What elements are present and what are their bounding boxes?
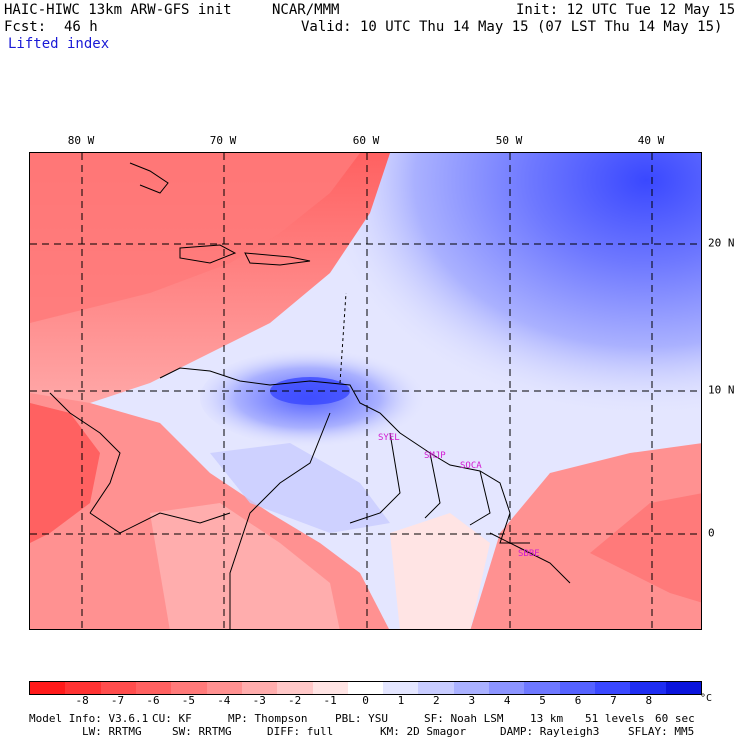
forecast-hour: 46 h	[64, 19, 98, 35]
lon-label-80w: 80 W	[67, 134, 95, 147]
color-scale-tick-label: -3	[252, 694, 266, 707]
station-label: SMJP	[424, 451, 446, 461]
coastlines	[49, 162, 571, 629]
lon-label-50w: 50 W	[495, 134, 523, 147]
info-diffusion: DIFF: full	[267, 725, 334, 738]
lon-label-40w: 40 W	[637, 134, 665, 147]
color-swatch	[312, 682, 348, 694]
unstable-southeast-region	[470, 443, 701, 629]
color-scale-tick-label: -1	[323, 694, 337, 707]
info-timestep: 60 sec	[655, 712, 695, 725]
color-scale-tick-label: -2	[288, 694, 302, 707]
info-km: KM: 2D Smagor	[380, 725, 467, 738]
info-version: Model Info: V3.6.1	[29, 712, 149, 725]
color-swatch	[630, 682, 666, 694]
color-swatch	[171, 682, 207, 694]
color-scale-tick-label: 2	[433, 694, 440, 707]
lat-label-0: 0	[708, 526, 715, 540]
color-scale-tick-label: 6	[574, 694, 582, 707]
color-scale-tick-label: -5	[181, 694, 196, 707]
field-name: Lifted index	[8, 36, 110, 52]
color-scale-tick-label: 4	[503, 694, 511, 707]
color-swatch	[347, 682, 384, 694]
color-swatch	[30, 682, 66, 694]
color-swatch	[206, 682, 242, 694]
institution-label: NCAR/MMM	[272, 2, 340, 18]
lon-label-60w: 60 W	[352, 134, 380, 147]
model-title: HAIC-HIWC 13km ARW-GFS init	[4, 2, 232, 18]
info-surface: SF: Noah LSM	[424, 712, 504, 725]
lifted-index-map: SYEL SMJP SOCA SBBE	[29, 152, 702, 630]
info-microphysics: MP: Thompson	[228, 712, 308, 725]
info-cumulus: CU: KF	[152, 712, 192, 725]
lat-label-20n: 20 N	[708, 236, 735, 250]
color-swatch	[489, 682, 525, 694]
info-sflay: SFLAY: MM5	[628, 725, 695, 738]
color-swatch	[595, 682, 631, 694]
color-scale-tick-label: -8	[75, 694, 89, 707]
info-shortwave: SW: RRTMG	[172, 725, 232, 738]
lon-label-70w: 70 W	[209, 134, 237, 147]
map-canvas	[30, 153, 701, 629]
color-scale-tick-label: 8	[645, 694, 653, 707]
lat-label-10n: 10 N	[708, 383, 735, 397]
info-longwave: LW: RRTMG	[82, 725, 142, 738]
color-swatch	[559, 682, 595, 694]
color-swatch	[100, 682, 136, 694]
color-swatch	[65, 682, 101, 694]
info-pbl: PBL: YSU	[335, 712, 388, 725]
station-label: SYEL	[378, 433, 400, 443]
color-scale-tick-label: 7	[610, 694, 617, 707]
color-swatch	[524, 682, 560, 694]
color-scale-tick-label: 1	[397, 694, 405, 707]
color-scale-tick-label: 3	[468, 694, 476, 707]
color-scale-bar	[29, 681, 702, 695]
color-scale-unit: °C	[700, 693, 713, 704]
color-scale-tick-label: 0	[362, 694, 369, 707]
valid-time: Valid: 10 UTC Thu 14 May 15 (07 LST Thu …	[301, 19, 723, 35]
color-scale-labels: -8 -7 -6 -5 -4 -3 -2 -1 0 1 2 3 4 5 6 7 8	[29, 694, 702, 708]
color-swatch	[241, 682, 278, 694]
color-scale-tick-label: -4	[217, 694, 231, 707]
color-swatch	[135, 682, 172, 694]
station-label: SBBE	[518, 549, 540, 559]
init-time: Init: 12 UTC Tue 12 May 15	[516, 2, 736, 18]
info-resolution: 13 km	[530, 712, 564, 725]
color-swatch	[277, 682, 313, 694]
info-levels: 51 levels	[585, 712, 645, 725]
info-damping: DAMP: Rayleigh3	[500, 725, 600, 738]
color-swatch	[665, 682, 701, 694]
color-swatch	[453, 682, 490, 694]
color-swatch	[383, 682, 419, 694]
color-scale-tick-label: -6	[146, 694, 160, 707]
station-label: SOCA	[460, 461, 482, 471]
color-scale-tick-label: 5	[539, 694, 546, 707]
lat-lon-grid	[30, 153, 701, 629]
color-swatch	[418, 682, 454, 694]
forecast-label: Fcst:	[4, 19, 47, 35]
color-scale-tick-label: -7	[110, 694, 125, 707]
